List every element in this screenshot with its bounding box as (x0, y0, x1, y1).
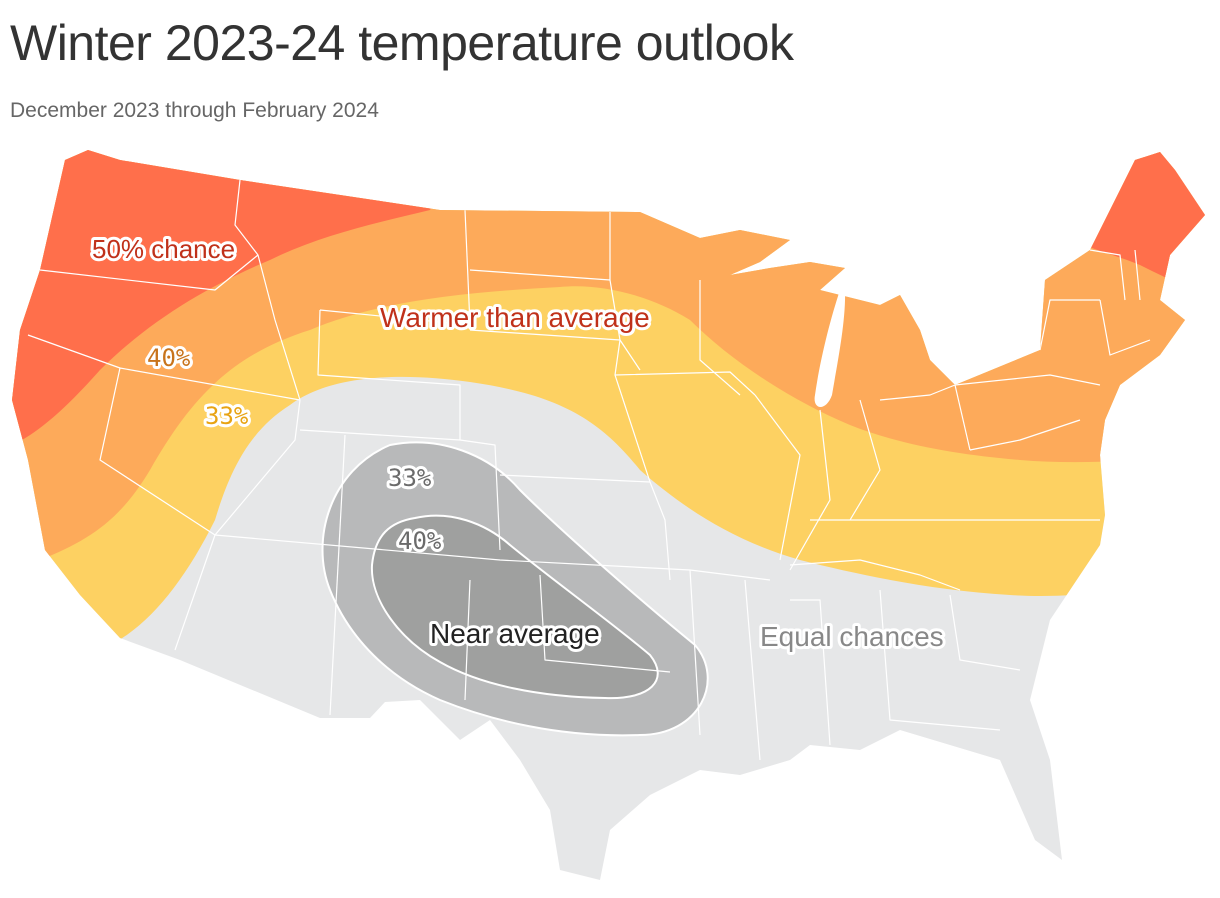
warm-50-label: 50% chance (92, 234, 235, 264)
state-borders (27, 179, 1151, 761)
near-average-label: Near average (430, 618, 600, 649)
warmer-than-average-label: Warmer than average (380, 302, 650, 333)
page-title: Winter 2023-24 temperature outlook (10, 15, 794, 71)
map-labels: 50% chance 40% 33% Warmer than average 3… (89, 231, 947, 655)
warm-50-west-zone (12, 150, 470, 450)
page-subtitle: December 2023 through February 2024 (10, 99, 379, 122)
warm-33-label: 33% (205, 402, 249, 430)
near-40-zone (370, 514, 659, 700)
equal-chances-label: Equal chances (760, 621, 944, 652)
lake-michigan (814, 290, 846, 408)
warm-40-label: 40% (147, 344, 191, 372)
near-40-label: 40% (398, 527, 442, 555)
near-33-label: 33% (388, 464, 432, 492)
